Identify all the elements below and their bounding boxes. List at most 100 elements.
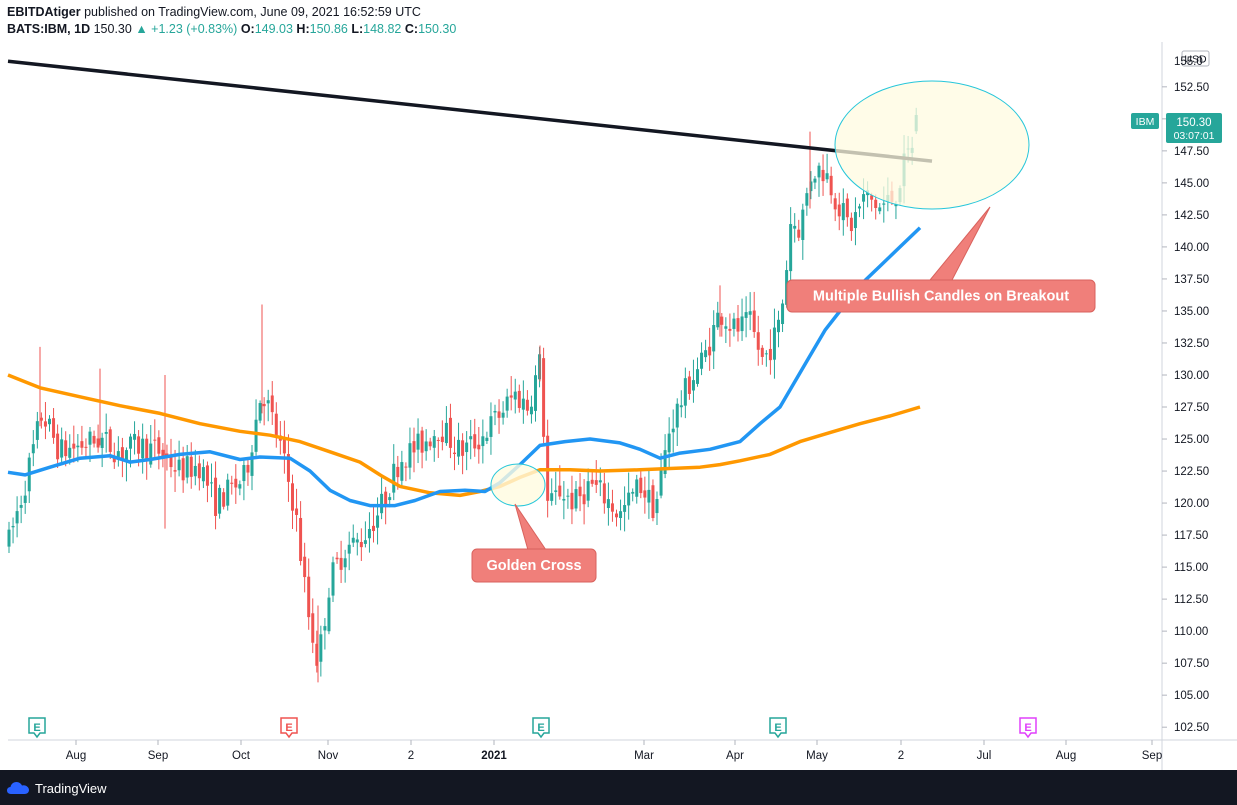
candle-body-down [205,465,209,486]
price-change: ▲ +1.23 (+0.83%) [135,22,238,36]
earnings-marker-icon[interactable] [28,717,46,739]
candle-body-up [647,489,651,503]
earnings-marker-icon[interactable] [769,717,787,739]
candle-body-down [542,358,546,437]
candle-body-up [60,439,64,458]
candle-body-up [19,504,23,508]
candle-body-down [84,446,88,448]
candle-body-up [141,438,145,459]
candle-body-up [878,207,882,212]
candle-body-up [266,400,270,404]
breakout-callout-box[interactable] [786,279,1096,313]
candle-body-up [529,406,533,415]
candle-body-up [696,369,699,384]
candle-body-down [169,454,173,468]
candle-body-down [214,477,218,516]
candle-body-up [392,463,396,493]
candle-body-down [222,492,226,507]
candle-body-down [108,429,112,452]
candle-body-up [323,626,327,631]
candle-body-down [303,556,307,578]
price-axis[interactable]: 102.50 105.00 107.50 110.00 112.50 115.00 117.… [1162,82,1209,734]
candle-body-up [623,505,627,512]
candle-body-up [11,525,15,528]
candle-body-down [246,464,250,473]
high-label: H: [296,22,310,36]
candle-body-up [732,318,736,329]
author-name[interactable]: EBITDAtiger [7,5,81,19]
candle-body-up [331,562,335,596]
footer-bar: TradingView [0,770,1237,805]
candle-body-up [343,558,347,568]
price-chart[interactable]: Multiple Bullish Candles on Breakout Gold… [0,0,1237,770]
ohlc-legend: BATS:IBM, 1D 150.30 ▲ +1.23 (+0.83%) O:1… [7,22,456,36]
candle-body-up [781,303,785,325]
candle-body-up [133,433,137,440]
earnings-marker-icon[interactable] [280,717,298,739]
price-tick-label: 142.50 [1174,210,1209,222]
earnings-marker-label: E [33,722,40,734]
candle-body-down [849,217,853,232]
breakout-highlight-ellipse[interactable] [834,80,1030,210]
candle-body-up [218,487,222,514]
candle-body-up [704,350,708,358]
close-value: 150.30 [418,22,457,36]
candle-body-up [566,495,570,497]
candle-body-down [517,390,521,408]
candle-body-down [874,199,878,209]
candle-body-down [708,346,712,356]
tradingview-cloud-icon [7,782,29,794]
candle-body-up [400,462,404,481]
candle-body-up [367,528,371,539]
candle-body-down [829,175,833,196]
candle-body-down [797,229,801,238]
high-value: 150.86 [309,22,348,36]
golden-cross-callout-box[interactable] [471,548,597,583]
candle-body-down [80,441,84,448]
candle-body-down [335,557,339,560]
candle-body-up [388,497,392,501]
candle-body-up [671,428,675,433]
symbol-label[interactable]: BATS:IBM, 1D [7,22,91,36]
candle-body-up [408,443,412,468]
candle-body-up [801,209,805,240]
candle-body-up [700,352,704,369]
candle-body-down [282,438,286,454]
earnings-marker-label: E [285,722,292,734]
candle-body-down [234,478,238,488]
earnings-marker-icon[interactable] [1019,717,1037,739]
candle-body-up [683,378,687,406]
candle-body-up [744,312,748,318]
tradingview-logo[interactable]: TradingView [7,779,107,797]
currency-badge[interactable]: USD [1181,50,1210,67]
last-badge-timer: 03:07:01 [1174,130,1215,142]
candle-body-up [31,444,35,454]
golden-cross-ellipse[interactable] [490,463,546,507]
candle-body-up [48,418,51,425]
candle-body-down [639,477,643,494]
candle-body-up [226,479,230,506]
candle-body-down [602,483,606,504]
time-tick-label: Oct [232,750,251,762]
candle-body-down [643,490,647,498]
candle-body-up [679,405,683,408]
candle-body-up [424,441,428,452]
resistance-trendline[interactable] [7,59,933,163]
candle-body-down [610,503,614,512]
candle-body-down [311,613,315,643]
candle-body-down [615,513,618,518]
candle-body-down [120,447,124,459]
time-tick-label: Sep [148,750,168,762]
candle-body-down [384,491,388,505]
candle-body-up [655,499,659,514]
candle-body-up [149,443,153,465]
time-tick-label: Nov [318,750,339,762]
candle-body-up [619,511,623,519]
candle-body-up [177,459,181,471]
candle-body-down [112,456,116,463]
candle-body-down [396,466,400,478]
last-badge-price: 150.30 [1176,117,1211,129]
time-axis[interactable]: Aug Sep Oct Nov 2 2021 Mar Apr May 2 Jul Aug Sep [66,740,1162,762]
earnings-marker-icon[interactable] [532,717,550,739]
